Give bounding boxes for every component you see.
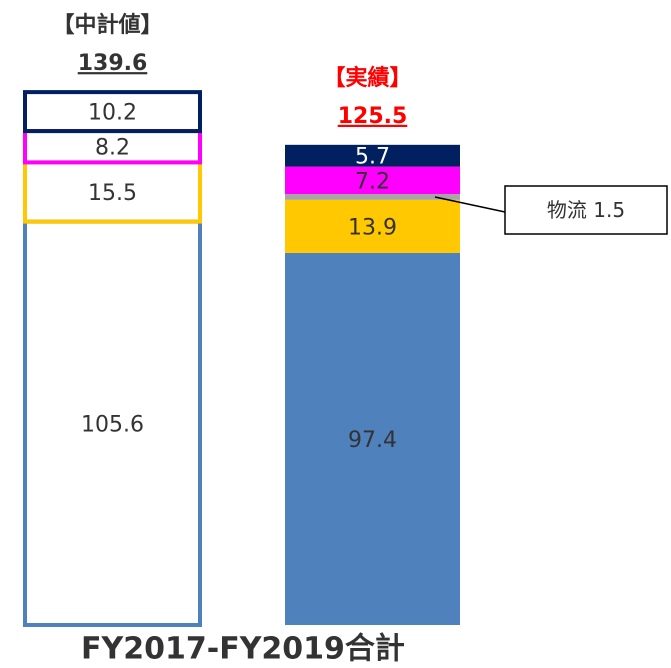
total-label: 139.6 [78,51,148,76]
bar-segment [285,199,460,253]
data-label: 13.9 [348,215,397,240]
callout-box [504,185,668,235]
callout-line [434,196,506,213]
bar-segment [285,252,460,625]
data-label: 105.6 [81,412,144,437]
data-label: 10.2 [88,101,137,126]
data-label: 8.2 [95,136,130,161]
data-label: 1.5 [593,198,625,222]
bar-segment [285,144,460,167]
data-label: 5.7 [355,145,390,170]
data-label: 15.5 [88,181,137,206]
bar-segment [285,166,460,195]
total-label: 125.5 [338,104,408,129]
data-label: 7.2 [355,169,390,194]
bar-segment [285,194,460,200]
x-axis-label: FY2017-FY2019合計 [81,632,405,667]
callout-label: 物流 1.5 [547,198,625,222]
bar-segment [23,90,202,134]
data-label: 97.4 [348,428,397,453]
series-name: 物流 [547,198,587,222]
category-label: 【中計値】 [52,12,162,38]
category-label: 【実績】 [323,65,411,91]
